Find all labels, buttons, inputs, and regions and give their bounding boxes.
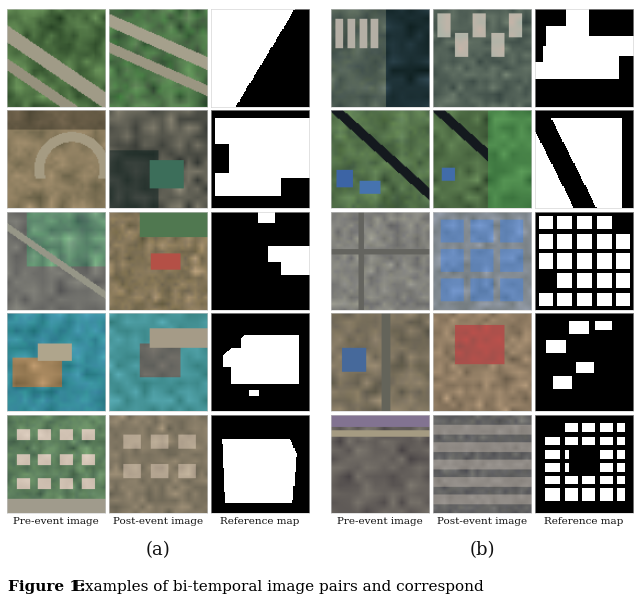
- Text: Post-event image: Post-event image: [113, 517, 203, 526]
- Text: Post-event image: Post-event image: [437, 517, 527, 526]
- Text: Reference map: Reference map: [544, 517, 623, 526]
- Text: Pre-event image: Pre-event image: [13, 517, 99, 526]
- Text: Examples of bi-temporal image pairs and correspond: Examples of bi-temporal image pairs and …: [69, 580, 484, 594]
- Text: Pre-event image: Pre-event image: [337, 517, 423, 526]
- Text: (b): (b): [469, 541, 495, 559]
- Text: (a): (a): [146, 541, 170, 559]
- Text: Figure 1:: Figure 1:: [8, 580, 85, 594]
- Text: Reference map: Reference map: [220, 517, 300, 526]
